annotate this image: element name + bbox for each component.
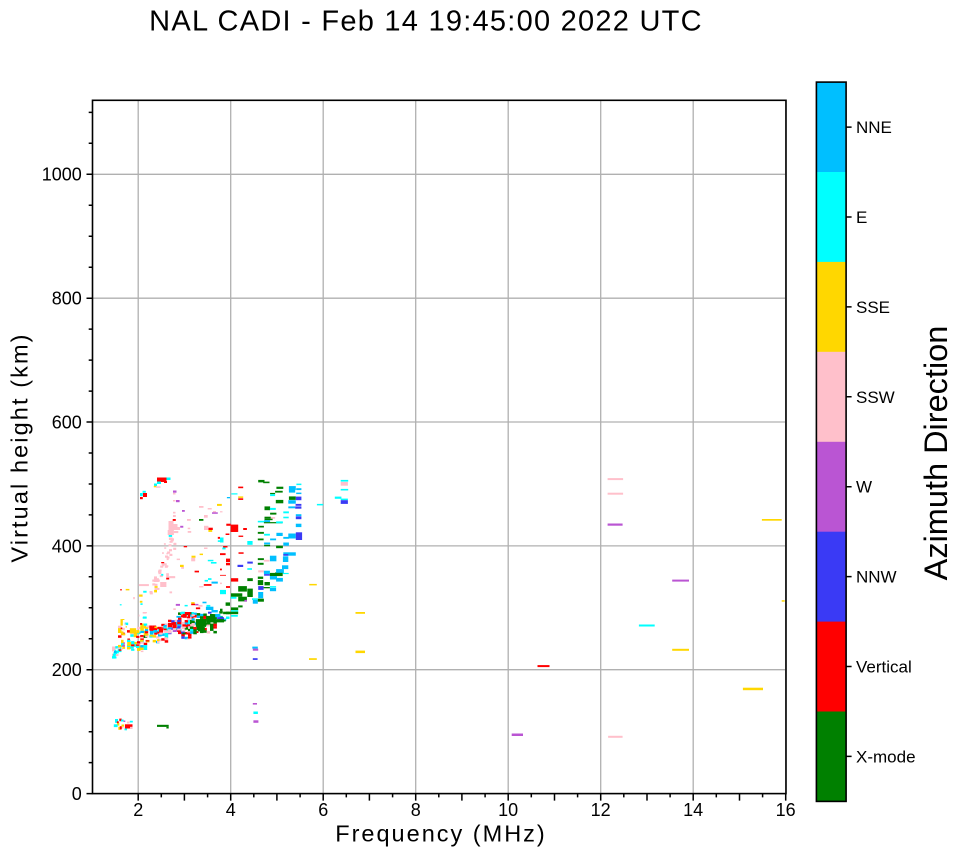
svg-text:12: 12 bbox=[591, 800, 611, 820]
svg-text:NAL CADI - Feb 14 19:45:00 202: NAL CADI - Feb 14 19:45:00 2022 UTC bbox=[149, 6, 703, 38]
svg-text:Vertical: Vertical bbox=[856, 658, 912, 677]
svg-text:NNE: NNE bbox=[856, 118, 892, 137]
svg-text:200: 200 bbox=[52, 660, 82, 680]
svg-text:NNW: NNW bbox=[856, 568, 897, 587]
svg-text:2: 2 bbox=[133, 800, 143, 820]
svg-text:SSE: SSE bbox=[856, 298, 890, 317]
svg-text:X-mode: X-mode bbox=[856, 747, 916, 766]
svg-text:6: 6 bbox=[318, 800, 328, 820]
svg-text:16: 16 bbox=[776, 800, 796, 820]
svg-text:0: 0 bbox=[72, 784, 82, 804]
svg-text:4: 4 bbox=[226, 800, 236, 820]
svg-text:Azimuth Direction: Azimuth Direction bbox=[918, 326, 954, 581]
svg-text:W: W bbox=[856, 478, 872, 497]
svg-text:SSW: SSW bbox=[856, 388, 895, 407]
svg-text:8: 8 bbox=[411, 800, 421, 820]
svg-text:400: 400 bbox=[52, 536, 82, 556]
svg-text:10: 10 bbox=[498, 800, 518, 820]
svg-text:14: 14 bbox=[683, 800, 703, 820]
svg-text:1000: 1000 bbox=[42, 165, 82, 185]
svg-text:800: 800 bbox=[52, 289, 82, 309]
svg-text:600: 600 bbox=[52, 412, 82, 432]
svg-text:Virtual height (km): Virtual height (km) bbox=[6, 332, 32, 562]
svg-text:Frequency (MHz): Frequency (MHz) bbox=[335, 820, 547, 846]
svg-text:E: E bbox=[856, 208, 867, 227]
